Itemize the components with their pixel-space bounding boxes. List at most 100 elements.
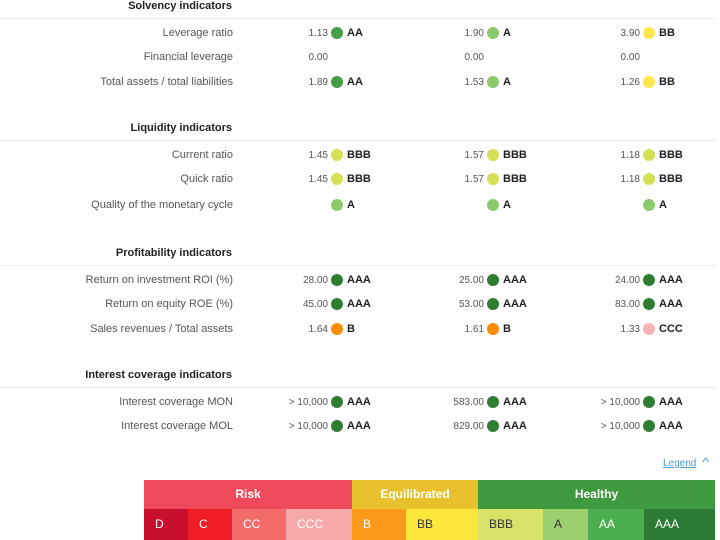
rating-dot-icon xyxy=(643,199,655,211)
rating-dot-icon xyxy=(643,323,655,335)
rating-dot-icon xyxy=(643,27,655,39)
indicator-row: Total assets / total liabilities 1.89 AA 1.… xyxy=(0,73,720,93)
rating-dot-icon xyxy=(487,274,499,286)
rating-dot-icon xyxy=(331,396,343,408)
rating-dot-icon xyxy=(487,173,499,185)
rating-label: BB xyxy=(659,27,675,39)
indicator-value: 1.45 xyxy=(308,174,328,185)
indicator-value: 1.18 xyxy=(620,174,640,185)
rating-dot-icon xyxy=(487,298,499,310)
indicator-value: 1.13 xyxy=(308,28,328,39)
indicator-value: 1.26 xyxy=(620,77,640,88)
legend-class-cc: CC xyxy=(232,509,286,540)
rating-legend: Risk Equilibrated Healthy D C CC CCC B BB BBB A… xyxy=(144,480,715,540)
rating-label: BB xyxy=(659,76,675,88)
indicator-value: 1.45 xyxy=(308,150,328,161)
section-divider xyxy=(0,140,716,141)
indicator-cell: > 10,000 AAA xyxy=(552,417,702,437)
indicator-cell: 1.18 BBB xyxy=(552,146,702,166)
indicator-label: Quick ratio xyxy=(180,173,233,185)
rating-label: B xyxy=(347,323,355,335)
rating-dot-icon xyxy=(643,76,655,88)
indicator-cell: A xyxy=(396,196,546,216)
indicator-cell: 1.89 AA xyxy=(240,73,390,93)
indicator-cell: 1.33 CCC xyxy=(552,320,702,340)
legend-class-aaa: AAA xyxy=(644,509,715,540)
indicator-cell: A xyxy=(240,196,390,216)
rating-dot-icon xyxy=(487,149,499,161)
legend-group-healthy: Healthy xyxy=(478,480,715,509)
indicator-cell: 1.57 BBB xyxy=(396,170,546,190)
rating-dot-icon xyxy=(643,420,655,432)
indicator-row: Return on equity ROE (%) 45.00 AAA 53.00 AAA… xyxy=(0,295,720,315)
section-title: Interest coverage indicators xyxy=(85,369,232,381)
rating-dot-icon xyxy=(331,149,343,161)
chevron-up-icon[interactable]: ^ xyxy=(702,455,710,469)
indicator-value: 28.00 xyxy=(302,275,328,286)
rating-label: AAA xyxy=(659,420,683,432)
rating-label: AAA xyxy=(503,298,527,310)
section-divider xyxy=(0,387,716,388)
rating-dot-icon xyxy=(487,76,499,88)
indicator-label: Interest coverage MON xyxy=(119,396,233,408)
rating-label: AAA xyxy=(659,274,683,286)
legend-class-c: C xyxy=(188,509,232,540)
indicator-cell: 0.00 xyxy=(552,48,702,68)
indicator-cell: 53.00 AAA xyxy=(396,295,546,315)
rating-dot-icon xyxy=(487,27,499,39)
indicator-cell: 1.45 BBB xyxy=(240,146,390,166)
rating-label: CCC xyxy=(659,323,683,335)
legend-group-risk: Risk xyxy=(144,480,352,509)
indicator-value: 829.00 xyxy=(453,421,484,432)
indicator-cell: 1.45 BBB xyxy=(240,170,390,190)
rating-dot-icon xyxy=(643,173,655,185)
indicator-value: 1.57 xyxy=(464,174,484,185)
indicator-cell: 1.26 BB xyxy=(552,73,702,93)
indicator-value: > 10,000 xyxy=(288,421,328,432)
indicator-cell: 1.13 AA xyxy=(240,24,390,44)
indicator-label: Sales revenues / Total assets xyxy=(90,323,233,335)
rating-label: AA xyxy=(347,27,363,39)
indicator-value: 1.33 xyxy=(620,324,640,335)
section-title: Solvency indicators xyxy=(128,0,232,12)
rating-dot-icon xyxy=(487,323,499,335)
rating-label: AAA xyxy=(659,396,683,408)
section-divider xyxy=(0,18,716,19)
indicator-row: Interest coverage MOL > 10,000 AAA 829.00 AA… xyxy=(0,417,720,437)
indicator-cell: 45.00 AAA xyxy=(240,295,390,315)
indicator-cell: A xyxy=(552,196,702,216)
indicator-row: Sales revenues / Total assets 1.64 B 1.61 B 1… xyxy=(0,320,720,340)
indicator-cell: 1.90 A xyxy=(396,24,546,44)
indicator-value: 53.00 xyxy=(458,299,484,310)
rating-dot-icon xyxy=(643,274,655,286)
indicator-value: 0.00 xyxy=(620,52,640,63)
indicator-value: 1.53 xyxy=(464,77,484,88)
indicator-row: Current ratio 1.45 BBB 1.57 BBB 1.18 BBB xyxy=(0,146,720,166)
indicator-value: 1.89 xyxy=(308,77,328,88)
indicator-cell: 829.00 AAA xyxy=(396,417,546,437)
rating-label: A xyxy=(503,27,511,39)
indicator-cell: 0.00 xyxy=(396,48,546,68)
rating-dot-icon xyxy=(643,149,655,161)
indicator-value: > 10,000 xyxy=(600,421,640,432)
indicator-row: Return on investment ROI (%) 28.00 AAA 25.0… xyxy=(0,271,720,291)
indicator-row: Leverage ratio 1.13 AA 1.90 A 3.90 BB xyxy=(0,24,720,44)
indicator-cell: 0.00 xyxy=(240,48,390,68)
indicator-cell: 1.53 A xyxy=(396,73,546,93)
legend-class-aa: AA xyxy=(588,509,644,540)
indicator-cell: 583.00 AAA xyxy=(396,393,546,413)
rating-dot-icon xyxy=(487,199,499,211)
indicator-cell: 28.00 AAA xyxy=(240,271,390,291)
indicator-label: Return on equity ROE (%) xyxy=(105,298,233,310)
rating-label: B xyxy=(503,323,511,335)
rating-label: AAA xyxy=(503,396,527,408)
indicator-value: 1.61 xyxy=(464,324,484,335)
rating-dot-icon xyxy=(331,323,343,335)
legend-class-a: A xyxy=(543,509,588,540)
legend-toggle-link[interactable]: Legend xyxy=(663,458,697,469)
indicator-label: Total assets / total liabilities xyxy=(100,76,233,88)
section-title: Profitability indicators xyxy=(115,247,232,259)
indicator-cell: > 10,000 AAA xyxy=(240,393,390,413)
rating-dot-icon xyxy=(487,396,499,408)
indicator-cell: 1.18 BBB xyxy=(552,170,702,190)
